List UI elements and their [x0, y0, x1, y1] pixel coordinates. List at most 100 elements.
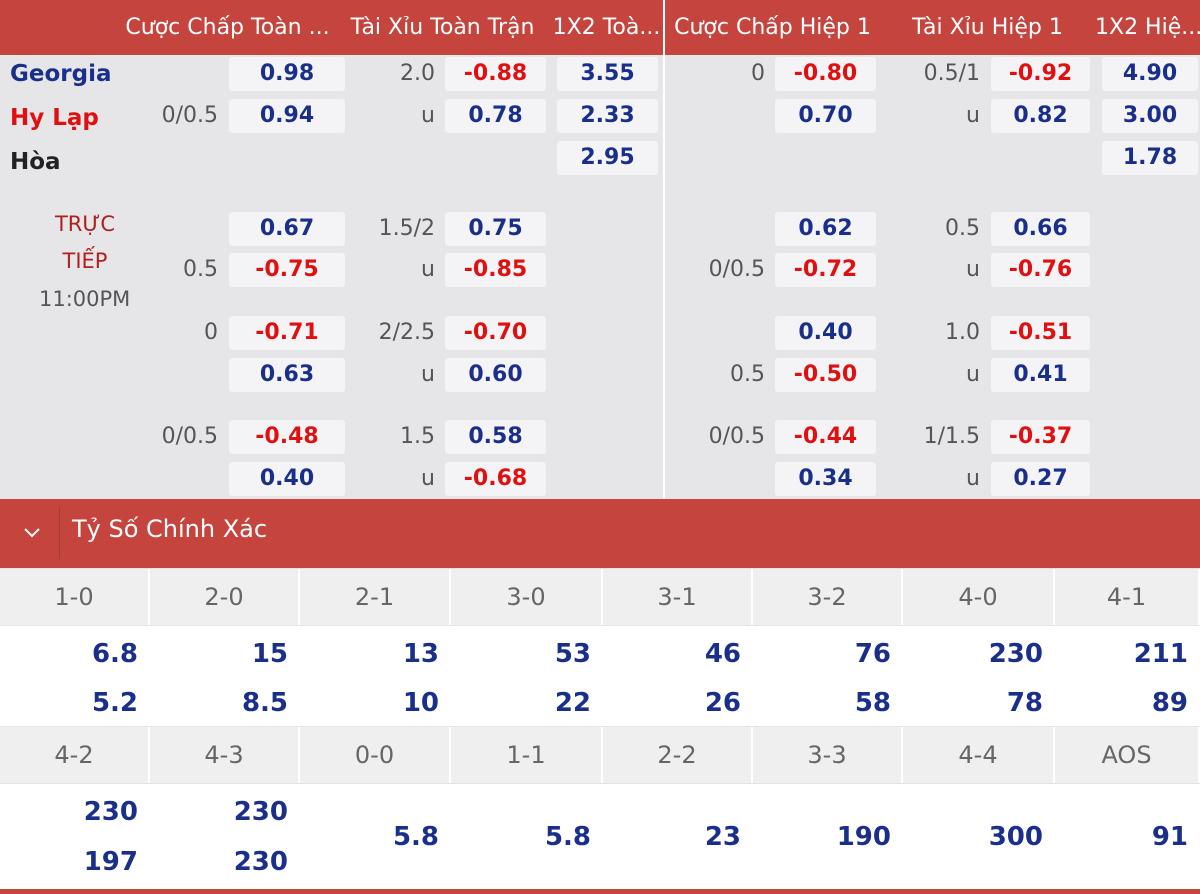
odds-cell[interactable]: 0.63: [229, 358, 345, 392]
odds-cell[interactable]: -0.51: [991, 316, 1090, 350]
ah-h1-line: 0/0.5: [708, 424, 765, 449]
score-odds[interactable]: 13: [402, 639, 439, 669]
score-odds[interactable]: 26: [704, 688, 741, 718]
ah-ft-line: 0/0.5: [161, 103, 218, 128]
score-label: 4-4: [903, 727, 1055, 783]
odds-cell[interactable]: 0.82: [991, 99, 1090, 133]
odds-cell[interactable]: -0.72: [775, 253, 876, 287]
odds-cell[interactable]: -0.85: [445, 253, 546, 287]
score-odds[interactable]: 5.8: [392, 822, 439, 852]
odds-cell[interactable]: 4.90: [1102, 57, 1198, 91]
ou-h1-line: 0.5/1: [923, 61, 980, 86]
score-odds[interactable]: 58: [854, 688, 891, 718]
score-odds[interactable]: 230: [83, 797, 138, 827]
odds-cell[interactable]: -0.75: [229, 253, 345, 287]
live-label-2: TIẾP: [62, 249, 108, 273]
score-odds[interactable]: 78: [1006, 688, 1043, 718]
under-label: u: [966, 466, 980, 491]
score-odds[interactable]: 211: [1133, 639, 1188, 669]
odds-cell[interactable]: 0.34: [775, 462, 876, 496]
odds-cell[interactable]: 0.40: [775, 316, 876, 350]
odds-cell[interactable]: 3.00: [1102, 99, 1198, 133]
odds-cell[interactable]: 0.67: [229, 212, 345, 246]
score-odds[interactable]: 76: [854, 639, 891, 669]
score-label: AOS: [1055, 727, 1200, 783]
score-label: 4-0: [903, 569, 1055, 625]
score-label: 3-3: [753, 727, 903, 783]
header-blank: [0, 0, 120, 55]
score-odds[interactable]: 230: [233, 797, 288, 827]
header-ah-h1[interactable]: Cược Chấp Hiệp 1: [665, 0, 880, 55]
score-label: 2-1: [300, 569, 451, 625]
ah-ft-line: [140, 462, 218, 496]
odds-cell[interactable]: -0.88: [445, 57, 546, 91]
header-1x2-ft[interactable]: 1X2 Toà...: [550, 0, 663, 55]
score-odds[interactable]: 6.8: [91, 639, 138, 669]
odds-cell[interactable]: -0.80: [775, 57, 876, 91]
ah-h1-line: [680, 316, 765, 350]
header-ah-ft[interactable]: Cược Chấp Toàn ...: [120, 0, 335, 55]
score-label: 3-1: [603, 569, 753, 625]
odds-cell[interactable]: 2.95: [557, 141, 658, 175]
odds-cell[interactable]: -0.68: [445, 462, 546, 496]
score-label: 2-0: [150, 569, 300, 625]
score-odds[interactable]: 8.5: [241, 688, 288, 718]
ah-h1-line: 0/0.5: [708, 257, 765, 282]
score-odds[interactable]: 230: [233, 847, 288, 877]
header-ou-h1[interactable]: Tài Xỉu Hiệp 1: [880, 0, 1095, 55]
odds-cell[interactable]: 0.66: [991, 212, 1090, 246]
score-odds[interactable]: 22: [554, 688, 591, 718]
score-odds[interactable]: 91: [1151, 822, 1188, 852]
under-label: u: [421, 257, 435, 282]
odds-cell[interactable]: 2.33: [557, 99, 658, 133]
odds-cell[interactable]: -0.92: [991, 57, 1090, 91]
score-odds[interactable]: 5.2: [91, 688, 138, 718]
odds-cell[interactable]: 0.70: [775, 99, 876, 133]
odds-cell[interactable]: -0.44: [775, 420, 876, 454]
score-odds[interactable]: 300: [988, 822, 1043, 852]
ah-ft-line: 0/0.5: [161, 424, 218, 449]
score-odds[interactable]: 23: [704, 822, 741, 852]
odds-cell[interactable]: -0.37: [991, 420, 1090, 454]
odds-cell[interactable]: 0.58: [445, 420, 546, 454]
score-odds[interactable]: 5.8: [544, 822, 591, 852]
odds-cell[interactable]: 0.40: [229, 462, 345, 496]
odds-cell[interactable]: 0.60: [445, 358, 546, 392]
odds-cell[interactable]: 0.78: [445, 99, 546, 133]
row-divider: [0, 783, 1200, 784]
odds-cell[interactable]: -0.48: [229, 420, 345, 454]
odds-cell[interactable]: -0.76: [991, 253, 1090, 287]
score-odds[interactable]: 10: [402, 688, 439, 718]
header-1x2-h1[interactable]: 1X2 Hiệ...: [1095, 0, 1200, 55]
header-ou-ft[interactable]: Tài Xỉu Toàn Trận: [335, 0, 550, 55]
score-odds[interactable]: 53: [554, 639, 591, 669]
odds-cell[interactable]: -0.70: [445, 316, 546, 350]
odds-cell[interactable]: 0.94: [229, 99, 345, 133]
ou-h1-line: 1/1.5: [923, 424, 980, 449]
score-label: 3-2: [753, 569, 903, 625]
score-label: 2-2: [603, 727, 753, 783]
odds-cell[interactable]: -0.71: [229, 316, 345, 350]
odds-cell[interactable]: 0.41: [991, 358, 1090, 392]
odds-cell[interactable]: -0.50: [775, 358, 876, 392]
score-odds[interactable]: 46: [704, 639, 741, 669]
odds-cell[interactable]: 0.98: [229, 57, 345, 91]
score-odds[interactable]: 190: [836, 822, 891, 852]
ah-ft-line: [140, 212, 218, 246]
odds-cell[interactable]: 1.78: [1102, 141, 1198, 175]
score-odds[interactable]: 230: [988, 639, 1043, 669]
correct-score-header[interactable]: Tỷ Số Chính Xác: [0, 499, 1200, 568]
chevron-down-icon[interactable]: [20, 520, 44, 544]
row-divider: [0, 625, 1200, 626]
odds-cell[interactable]: 0.75: [445, 212, 546, 246]
odds-cell[interactable]: 3.55: [557, 57, 658, 91]
score-label: 0-0: [300, 727, 451, 783]
ou-ft-line: 2/2.5: [378, 320, 435, 345]
odds-cell[interactable]: 0.27: [991, 462, 1090, 496]
under-label: u: [966, 257, 980, 282]
score-odds[interactable]: 89: [1151, 688, 1188, 718]
live-label-1: TRỰC: [54, 212, 116, 236]
odds-cell[interactable]: 0.62: [775, 212, 876, 246]
score-odds[interactable]: 15: [251, 639, 288, 669]
score-odds[interactable]: 197: [83, 847, 138, 877]
